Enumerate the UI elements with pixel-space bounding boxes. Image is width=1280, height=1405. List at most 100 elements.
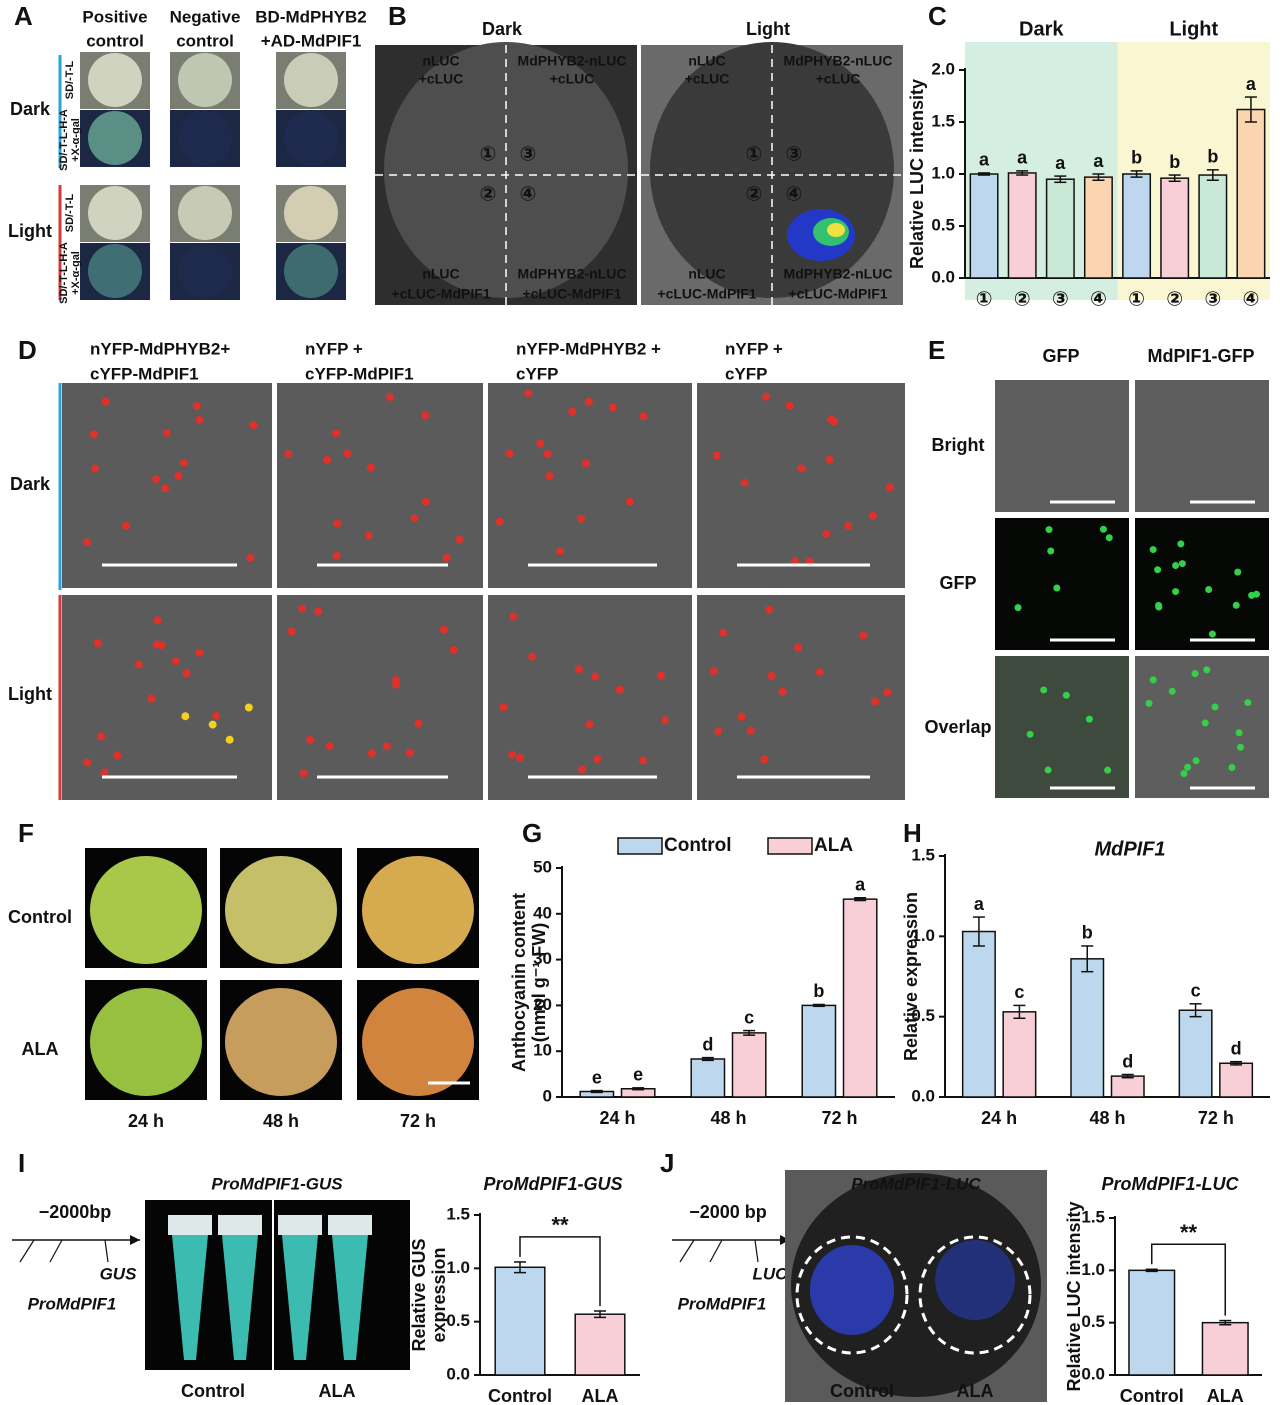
nucleus — [195, 415, 204, 424]
column-header: Positive — [82, 7, 147, 26]
error-bar — [1016, 170, 1029, 176]
gfp-signal — [1184, 763, 1192, 771]
colony — [88, 244, 142, 298]
gfp-signal — [1062, 691, 1070, 699]
nucleus — [157, 641, 166, 650]
panel-letter: I — [18, 1148, 25, 1178]
nucleus — [410, 514, 419, 523]
chart-title: ProMdPIF1-GUS — [483, 1174, 622, 1194]
error-bar — [632, 1087, 645, 1091]
nucleus — [147, 694, 156, 703]
nucleus — [825, 455, 834, 464]
row-label: Control — [8, 907, 72, 927]
nucleus — [746, 726, 755, 735]
gfp-signal — [1191, 670, 1199, 678]
micrograph — [995, 380, 1129, 512]
gfp-signal — [1168, 687, 1176, 695]
column-header: MdPIF1-GFP — [1148, 346, 1255, 366]
nucleus — [778, 687, 787, 696]
nucleus — [212, 711, 221, 720]
nucleus — [638, 756, 647, 765]
significance-letter: e — [633, 1065, 643, 1085]
spot-number: ④ — [520, 182, 537, 206]
y-axis-label: expression — [429, 1247, 449, 1342]
bar — [1083, 176, 1113, 279]
error-bar — [1054, 175, 1067, 184]
micrograph — [1135, 656, 1269, 798]
nucleus — [298, 604, 307, 613]
panel-letter: D — [18, 335, 37, 365]
quadrant-label: +cLUC-MdPIF1 — [522, 286, 621, 302]
gfp-signal — [1145, 699, 1153, 707]
quadrant-label: +cLUC-MdPIF1 — [788, 286, 887, 302]
significance-letter: a — [1093, 151, 1104, 171]
significance-letter: a — [974, 894, 985, 914]
tube — [332, 1235, 368, 1360]
nucleus — [392, 680, 401, 689]
micrograph — [697, 383, 905, 588]
bar — [574, 1313, 626, 1376]
nucleus — [174, 471, 183, 480]
column-header: cYFP-MdPIF1 — [90, 364, 199, 383]
nucleus — [100, 768, 109, 777]
nucleus — [422, 497, 431, 506]
nucleus — [822, 530, 831, 539]
panel-letter: B — [388, 1, 407, 31]
column-header: control — [176, 31, 234, 50]
quadrant-label: MdPHYB2-nLUC — [518, 53, 627, 69]
nucleus — [709, 667, 718, 676]
gfp-signal — [1014, 604, 1022, 612]
roi-circle — [795, 1235, 909, 1355]
row-label: Bright — [932, 435, 985, 455]
x-tick-label: ③ — [1052, 287, 1069, 311]
micrograph — [697, 595, 905, 800]
x-tick-label: 24 h — [599, 1108, 635, 1128]
nucleus — [90, 464, 99, 473]
error-bar — [1145, 1268, 1158, 1273]
error-bar — [590, 1089, 603, 1094]
gfp-signal — [1234, 568, 1242, 576]
media-label: SD/-T-L — [64, 193, 76, 232]
legend-swatch — [767, 837, 813, 855]
bar — [690, 1058, 726, 1098]
nucleus — [153, 616, 162, 625]
gfp-signal — [1045, 526, 1053, 534]
gfp-signal — [1201, 719, 1209, 727]
image-label: ALA — [957, 1381, 994, 1401]
bar — [961, 930, 996, 1098]
y-tick-label: 1.0 — [931, 163, 955, 182]
media-label: +X-α-gal — [70, 118, 82, 162]
row-label: Light — [8, 684, 52, 704]
x-tick-label: ALA — [1207, 1386, 1244, 1405]
y-tick-label: 0 — [543, 1086, 552, 1105]
pointer — [679, 1239, 695, 1263]
significance-letter: d — [1122, 1051, 1133, 1071]
nucleus — [367, 749, 376, 758]
column-header: nYFP-MdPHYB2+ — [90, 339, 230, 358]
x-tick-label: 72 h — [821, 1108, 857, 1128]
y-tick-label: 0.5 — [446, 1311, 470, 1330]
nucleus — [568, 407, 577, 416]
column-header: +AD-MdPIF1 — [261, 31, 362, 50]
column-header: nYFP + — [725, 339, 783, 358]
significance-letter: d — [1231, 1038, 1242, 1058]
quadrant-label: nLUC — [422, 53, 459, 69]
quadrant-label: +cLUC-MdPIF1 — [391, 286, 490, 302]
quadrant-label: MdPHYB2-nLUC — [784, 53, 893, 69]
bar — [801, 1004, 837, 1098]
y-tick-label: 0.0 — [911, 1086, 935, 1105]
significance-letter: c — [1191, 981, 1201, 1001]
gfp-signal — [1104, 766, 1112, 774]
error-bar — [1244, 96, 1257, 123]
nucleus — [584, 397, 593, 406]
tube-cap — [328, 1215, 372, 1235]
quadrant-label: nLUC — [688, 53, 725, 69]
pointer — [709, 1239, 723, 1263]
significance-letter: b — [1207, 147, 1218, 167]
nucleus — [712, 451, 721, 460]
nucleus — [608, 403, 617, 412]
gfp-signal — [1044, 766, 1052, 774]
column-header: control — [86, 31, 144, 50]
bar — [1198, 174, 1228, 279]
spot-number: ③ — [786, 142, 803, 166]
